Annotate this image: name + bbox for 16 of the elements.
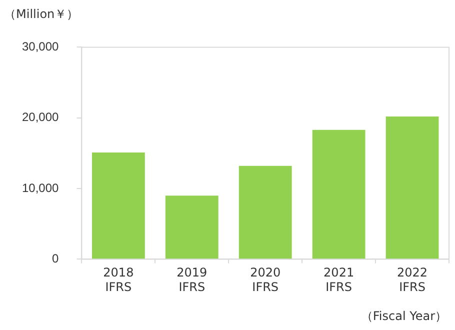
y-tick-label: 10,000 — [22, 180, 60, 195]
x-tick-label: 2019 IFRS — [176, 266, 208, 294]
y-axis-title: （Million￥） — [4, 6, 79, 23]
x-tick-label: 2020 IFRS — [250, 266, 281, 294]
y-tick-label: 0 — [52, 252, 60, 266]
bar — [92, 152, 145, 259]
y-tick-label: 20,000 — [22, 110, 60, 124]
x-tick-label: 2022 IFRS — [396, 266, 428, 294]
x-axis-title: （Fiscal Year） — [360, 308, 447, 325]
bar — [165, 196, 218, 259]
x-tick-label: 2021 IFRS — [324, 266, 354, 294]
bar — [238, 166, 292, 259]
y-tick-label: 30,000 — [22, 40, 60, 54]
bar — [386, 116, 439, 259]
bar — [312, 130, 366, 259]
x-tick-label: 2018 IFRS — [103, 266, 134, 294]
